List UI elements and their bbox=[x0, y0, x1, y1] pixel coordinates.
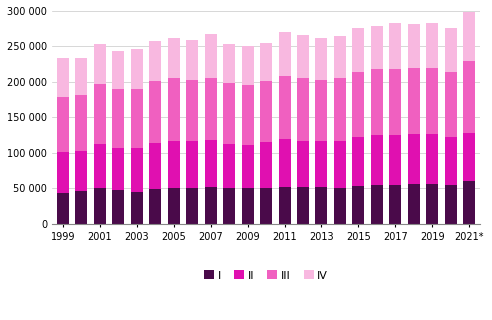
Bar bbox=[334, 188, 346, 224]
Bar bbox=[149, 143, 161, 189]
Bar bbox=[352, 137, 365, 186]
Bar bbox=[260, 142, 272, 188]
Bar bbox=[334, 141, 346, 188]
Bar bbox=[75, 191, 88, 224]
Bar bbox=[242, 145, 253, 188]
Bar bbox=[168, 141, 180, 188]
Bar bbox=[186, 40, 198, 80]
Bar bbox=[57, 97, 69, 152]
Bar bbox=[205, 78, 216, 140]
Bar bbox=[408, 24, 420, 68]
Bar bbox=[408, 134, 420, 184]
Bar bbox=[371, 135, 383, 185]
Bar bbox=[112, 52, 124, 89]
Bar bbox=[242, 188, 253, 224]
Bar bbox=[278, 187, 290, 224]
Bar bbox=[315, 38, 327, 80]
Bar bbox=[352, 72, 365, 137]
Bar bbox=[223, 144, 235, 188]
Bar bbox=[186, 80, 198, 141]
Bar bbox=[223, 83, 235, 144]
Bar bbox=[278, 32, 290, 76]
Bar bbox=[75, 59, 88, 95]
Bar bbox=[297, 78, 309, 141]
Bar bbox=[389, 135, 401, 185]
Bar bbox=[131, 192, 143, 224]
Bar bbox=[205, 187, 216, 224]
Bar bbox=[242, 85, 253, 145]
Bar bbox=[371, 185, 383, 224]
Bar bbox=[352, 28, 365, 72]
Bar bbox=[445, 72, 457, 137]
Bar bbox=[260, 188, 272, 224]
Bar bbox=[149, 42, 161, 81]
Bar bbox=[57, 58, 69, 97]
Bar bbox=[168, 78, 180, 141]
Bar bbox=[334, 78, 346, 141]
Bar bbox=[426, 184, 438, 224]
Bar bbox=[75, 95, 88, 151]
Bar bbox=[131, 148, 143, 192]
Bar bbox=[242, 46, 253, 85]
Bar bbox=[463, 180, 475, 224]
Bar bbox=[445, 28, 457, 72]
Bar bbox=[445, 185, 457, 224]
Bar bbox=[186, 188, 198, 224]
Bar bbox=[94, 84, 106, 144]
Bar bbox=[278, 76, 290, 140]
Bar bbox=[168, 188, 180, 224]
Bar bbox=[389, 23, 401, 69]
Bar bbox=[94, 44, 106, 84]
Bar bbox=[445, 137, 457, 185]
Bar bbox=[75, 151, 88, 191]
Bar bbox=[297, 141, 309, 187]
Bar bbox=[315, 80, 327, 141]
Bar bbox=[297, 187, 309, 224]
Bar bbox=[352, 186, 365, 224]
Bar bbox=[131, 49, 143, 89]
Bar bbox=[334, 36, 346, 78]
Bar bbox=[426, 23, 438, 68]
Bar bbox=[94, 188, 106, 224]
Bar bbox=[389, 69, 401, 135]
Bar bbox=[223, 44, 235, 83]
Legend: I, II, III, IV: I, II, III, IV bbox=[200, 266, 333, 285]
Bar bbox=[112, 148, 124, 190]
Bar bbox=[408, 68, 420, 134]
Bar bbox=[223, 188, 235, 224]
Bar bbox=[149, 81, 161, 143]
Bar bbox=[186, 141, 198, 188]
Bar bbox=[463, 61, 475, 133]
Bar bbox=[57, 193, 69, 224]
Bar bbox=[94, 144, 106, 188]
Bar bbox=[112, 190, 124, 224]
Bar bbox=[408, 184, 420, 224]
Bar bbox=[315, 141, 327, 187]
Bar bbox=[426, 134, 438, 184]
Bar bbox=[260, 43, 272, 81]
Bar bbox=[463, 12, 475, 61]
Bar bbox=[371, 69, 383, 135]
Bar bbox=[131, 89, 143, 148]
Bar bbox=[168, 38, 180, 78]
Bar bbox=[389, 185, 401, 224]
Bar bbox=[297, 35, 309, 78]
Bar bbox=[463, 133, 475, 180]
Bar bbox=[57, 152, 69, 193]
Bar bbox=[112, 89, 124, 148]
Bar bbox=[426, 68, 438, 134]
Bar bbox=[278, 140, 290, 187]
Bar bbox=[260, 81, 272, 142]
Bar bbox=[149, 189, 161, 224]
Bar bbox=[371, 26, 383, 69]
Bar bbox=[315, 187, 327, 224]
Bar bbox=[205, 140, 216, 187]
Bar bbox=[205, 34, 216, 78]
